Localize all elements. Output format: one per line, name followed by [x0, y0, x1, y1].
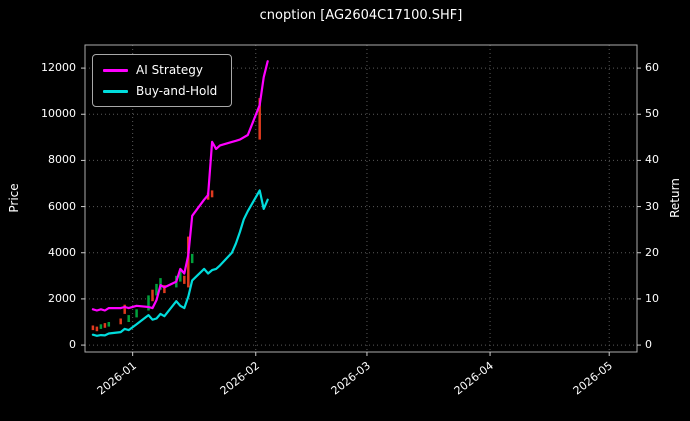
- legend-item-buy-and-hold: Buy-and-Hold: [103, 84, 217, 98]
- legend-label-ai-strategy: AI Strategy: [136, 63, 203, 77]
- chart-title: cnoption [AG2604C17100.SHF]: [259, 8, 463, 23]
- series-lines: [91, 60, 269, 337]
- legend-label-buy-and-hold: Buy-and-Hold: [136, 84, 218, 98]
- series-line-buy-and-hold: [91, 189, 269, 337]
- ai-strategy-line-swatch: [103, 68, 128, 72]
- grid-lines: [85, 45, 637, 352]
- legend-item-ai-strategy: AI Strategy: [103, 63, 217, 77]
- legend: AI Strategy Buy-and-Hold: [92, 54, 233, 107]
- ohlc-candles: [91, 98, 261, 332]
- series-line-ai-strategy: [91, 60, 269, 312]
- axes: [81, 44, 641, 356]
- buy-and-hold-line-swatch: [103, 89, 128, 93]
